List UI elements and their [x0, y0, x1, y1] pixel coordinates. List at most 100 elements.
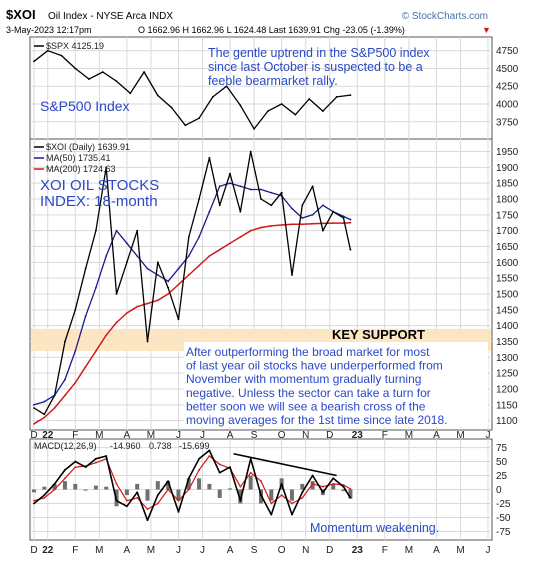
- xoi-price-line-point: [239, 210, 242, 213]
- macd-histogram-bar: [310, 481, 315, 490]
- x-tick-label: D: [326, 430, 333, 441]
- xoi-price-line-point: [332, 210, 335, 213]
- macd-signal-line-point: [260, 480, 262, 483]
- xoi-price-line-point: [177, 318, 180, 321]
- x-tick-label: A: [227, 545, 234, 556]
- x-tick-label: F: [382, 430, 388, 441]
- macd-histogram-bar: [32, 489, 36, 493]
- macd-line-point: [270, 513, 273, 516]
- x-tick-label: M: [405, 430, 413, 441]
- xoi-price-line-point: [125, 261, 128, 264]
- price-panel: [29, 138, 493, 431]
- spx-line-point: [280, 103, 283, 105]
- ma200-line-point: [349, 221, 352, 224]
- x-tick-label: S: [251, 545, 258, 556]
- xoi-price-line-point: [280, 191, 283, 194]
- macd-line-point: [208, 449, 211, 452]
- spx-annotation-line-2: since last October is suspected to be a: [208, 60, 423, 74]
- macd-histogram-bar: [155, 481, 160, 490]
- spx-line-point: [239, 104, 242, 107]
- ma50-line-point: [349, 218, 352, 221]
- xoi-price-line: [33, 150, 352, 415]
- xoi-price-line-point: [74, 308, 77, 311]
- ma200-line-point: [156, 299, 159, 302]
- comment-line-5: better soon we will see a bearish cross …: [186, 399, 426, 413]
- ma50-line-point: [229, 182, 231, 185]
- ma200-line-point: [301, 223, 304, 226]
- macd-signal-line-point: [156, 502, 159, 505]
- spx-y-tick: 4250: [496, 82, 519, 93]
- quote-date: 3-May-2023 12:17pm: [6, 25, 92, 35]
- price-y-tick: 1150: [496, 400, 518, 411]
- price-y-tick: 1300: [496, 353, 519, 364]
- macd-histogram-bar: [207, 483, 212, 490]
- macd-signal-line-point: [239, 485, 242, 488]
- index-name: Oil Index - NYSE Arca INDX: [48, 11, 173, 22]
- spx-line-point: [46, 49, 49, 52]
- x-tick-label: N: [302, 430, 309, 441]
- macd-line-point: [349, 496, 352, 499]
- price-legend-ma50: MA(50) 1735.41: [46, 153, 111, 163]
- ma50-line-point: [115, 229, 118, 232]
- macd-line-point: [105, 455, 108, 457]
- macd-signal-line-point: [74, 466, 77, 469]
- ma50-line-point: [33, 403, 35, 406]
- spx-annotation: The gentle uptrend in the S&P500 index s…: [40, 46, 430, 114]
- macd-line-point: [33, 502, 35, 505]
- ma200-line-point: [105, 334, 108, 337]
- price-y-tick: 1200: [496, 385, 519, 396]
- ma50-line-point: [105, 255, 108, 257]
- ma200-line-point: [167, 293, 170, 295]
- macd-histogram-bar: [166, 481, 171, 490]
- ma50-line-point: [136, 255, 139, 257]
- price-panel-title-2: INDEX: 18-month: [40, 193, 158, 210]
- spx-annotation-line-3: feeble bearmarket rally.: [208, 74, 338, 88]
- macd-signal-line-point: [177, 499, 180, 502]
- price-y-tick: 1600: [496, 258, 519, 269]
- xoi-price-line-point: [95, 229, 97, 232]
- macd-y-tick: 75: [496, 443, 508, 454]
- macd-histogram-bar: [300, 483, 305, 490]
- ma50-line-point: [342, 215, 345, 218]
- macd-histogram-bar: [73, 483, 78, 490]
- price-y-tick: 1550: [496, 274, 519, 285]
- xoi-price-line-point: [84, 267, 87, 270]
- macd-line-point: [136, 491, 139, 494]
- ma200-line-point: [208, 255, 211, 257]
- spx-line-point: [170, 106, 173, 109]
- ma50-line-point: [260, 188, 262, 191]
- macd-signal-line-point: [280, 494, 283, 496]
- macd-histogram-bar: [248, 475, 253, 490]
- spx-y-tick: 3750: [496, 117, 519, 128]
- macd-signal-line-point: [249, 471, 252, 474]
- quote-values: O 1662.96 H 1662.96 L 1624.48 Last 1639.…: [138, 25, 405, 35]
- macd-line-point: [146, 519, 149, 522]
- macd-signal-line-point: [332, 483, 335, 485]
- macd-line-point: [64, 469, 66, 471]
- macd-signal-line-point: [43, 496, 46, 499]
- x-tick-label: A: [433, 430, 440, 441]
- spx-line-point: [225, 85, 228, 88]
- xoi-price-line-point: [33, 407, 35, 409]
- spx-line-point: [115, 80, 118, 83]
- xoi-price-line-point: [291, 274, 293, 276]
- x-tick-label: M: [95, 430, 103, 441]
- macd-signal-line-point: [311, 483, 314, 485]
- ma200-line-point: [177, 283, 180, 286]
- macd-histogram-bar: [52, 483, 57, 490]
- price-y-tick: 1350: [496, 337, 519, 348]
- ma50-line-point: [322, 204, 324, 207]
- ma200-line-point: [74, 381, 77, 384]
- x-tick-label: J: [200, 545, 205, 556]
- chart-header: $XOI Oil Index - NYSE Arca INDX © StockC…: [6, 7, 491, 35]
- macd-line-point: [342, 485, 345, 488]
- xoi-price-line-point: [156, 261, 159, 264]
- spx-line-point: [294, 113, 297, 116]
- x-tick-label: D: [326, 545, 333, 556]
- price-y-tick: 1900: [496, 163, 519, 174]
- ma200-line-point: [311, 222, 314, 225]
- ma200-line-point: [229, 242, 231, 245]
- x-tick-label: J: [200, 430, 205, 441]
- ma200-line-point: [239, 236, 242, 238]
